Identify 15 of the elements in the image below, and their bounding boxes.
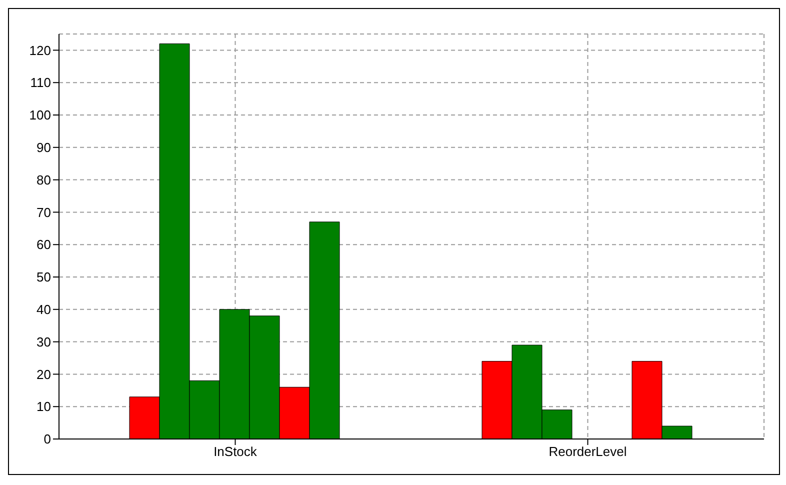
x-tick-label: ReorderLevel <box>548 444 627 460</box>
y-tick-label: 110 <box>30 75 51 90</box>
y-tick-label: 70 <box>36 204 51 220</box>
y-tick-label: 30 <box>36 334 51 350</box>
y-tick-label: 120 <box>29 42 51 58</box>
y-tick-label: 90 <box>36 140 51 156</box>
y-tick-label: 100 <box>29 108 51 123</box>
y-tick-label: 10 <box>36 399 51 414</box>
x-tick-label: InStock <box>214 444 258 460</box>
y-tick-label: 50 <box>36 270 51 285</box>
y-tick-label: 60 <box>36 237 51 252</box>
y-tick-label: 20 <box>36 366 51 382</box>
y-tick-label: 0 <box>44 432 51 447</box>
y-tick-label: 40 <box>36 302 51 318</box>
y-tick-label: 80 <box>36 172 51 188</box>
